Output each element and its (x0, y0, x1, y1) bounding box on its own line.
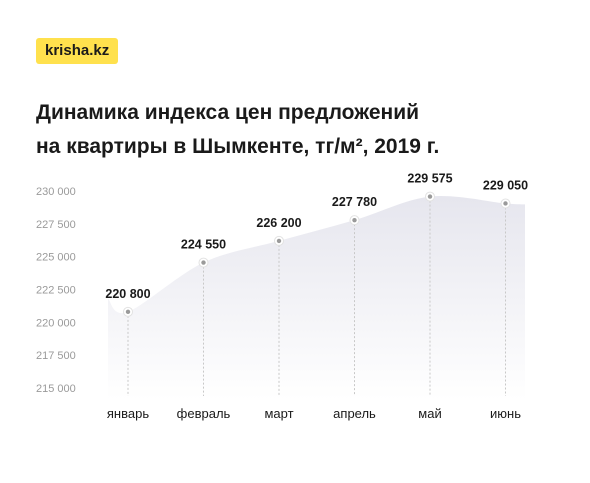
y-tick-label: 220 000 (36, 317, 76, 329)
data-labels: 220 800 224 550 226 200 227 780 229 575 229 0… (105, 172, 528, 301)
data-label: 229 050 (483, 178, 528, 192)
x-tick-label: апрель (333, 406, 376, 421)
y-axis: 230 000 227 500 225 000 222 500 220 000 217 5… (36, 186, 76, 395)
y-tick-label: 217 500 (36, 350, 76, 362)
y-tick-label: 230 000 (36, 186, 76, 198)
droplines (127, 196, 506, 396)
krisha-logo: krisha.kz (36, 38, 119, 64)
data-label: 226 200 (256, 216, 301, 230)
data-label: 220 800 (105, 287, 150, 301)
data-marker (352, 217, 357, 223)
y-tick-label: 215 000 (36, 383, 76, 395)
y-tick-label: 222 500 (36, 285, 76, 297)
data-markers (123, 191, 511, 317)
y-tick-label: 225 000 (36, 252, 76, 264)
data-marker (201, 260, 206, 265)
chart-title-line-2: на квартиры в Шымкенте, тг/м², 2019 г. (36, 135, 440, 158)
data-marker (125, 309, 131, 315)
chart-title-line-1: Динамика индекса цен предложений (36, 101, 420, 124)
x-tick-label: март (264, 406, 293, 421)
chart-title: Динамика индекса цен предложений на квар… (36, 96, 556, 164)
data-label: 229 575 (407, 172, 452, 186)
data-label: 227 780 (332, 195, 377, 209)
data-label: 224 550 (181, 238, 226, 252)
x-tick-label: май (418, 406, 441, 421)
area-layer (108, 196, 525, 400)
x-tick-label: январь (107, 406, 149, 421)
x-tick-label: июнь (490, 406, 521, 421)
x-tick-label: февраль (177, 406, 231, 421)
data-marker (427, 194, 433, 199)
y-tick-label: 227 500 (36, 219, 76, 231)
data-marker (276, 238, 282, 244)
x-axis: январь февраль март апрель май июнь (107, 406, 521, 421)
area-fill (108, 196, 525, 400)
data-marker (503, 201, 508, 206)
